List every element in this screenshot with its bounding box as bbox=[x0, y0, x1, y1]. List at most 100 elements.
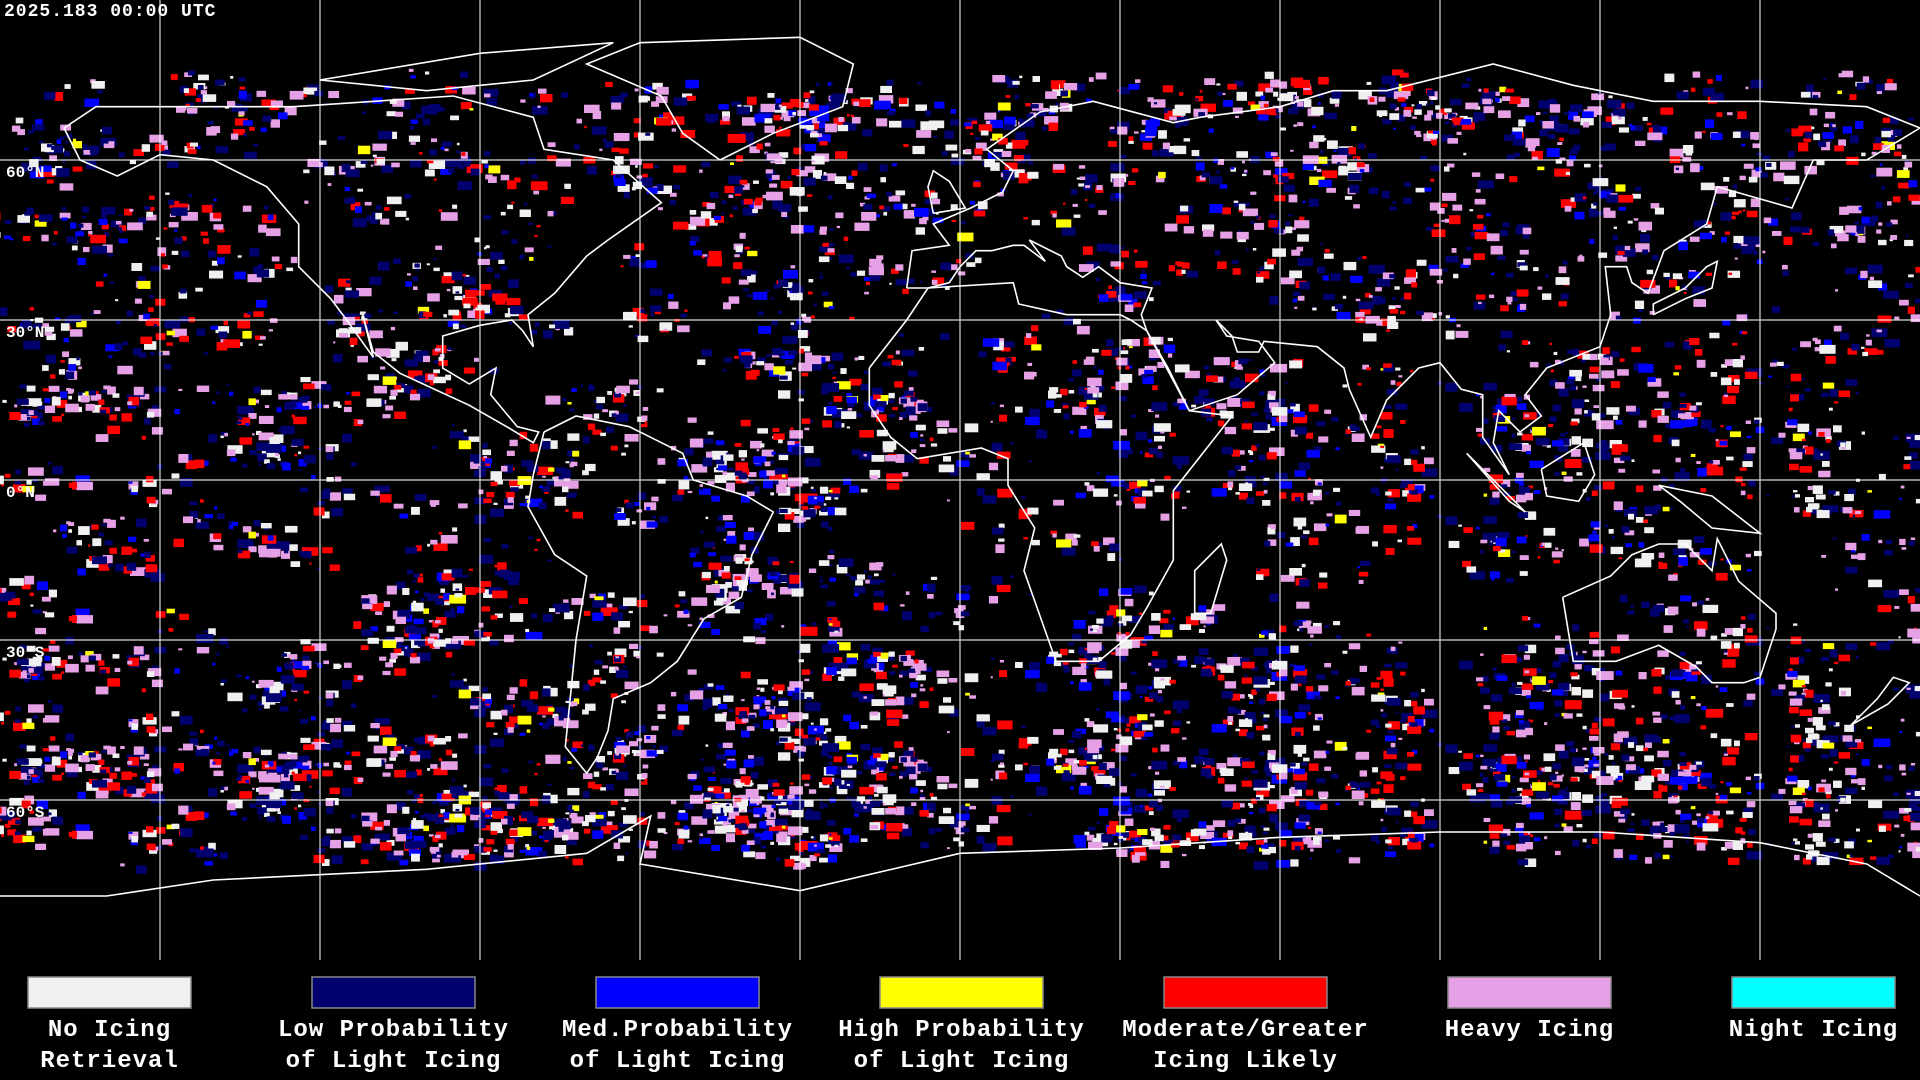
icing-pixel bbox=[1733, 199, 1746, 208]
icing-pixel bbox=[744, 363, 751, 368]
icing-pixel bbox=[826, 600, 836, 607]
icing-pixel bbox=[1416, 134, 1422, 138]
icing-pixel bbox=[699, 488, 711, 495]
icing-pixel bbox=[674, 604, 680, 608]
icing-pixel bbox=[589, 593, 596, 599]
icing-pixel bbox=[451, 423, 455, 427]
icing-pixel bbox=[1173, 485, 1182, 492]
icing-pixel bbox=[757, 311, 764, 316]
icing-pixel bbox=[1908, 540, 1915, 546]
icing-pixel bbox=[755, 197, 763, 202]
icing-pixel bbox=[970, 132, 974, 136]
icing-pixel bbox=[195, 98, 201, 102]
icing-pixel bbox=[755, 637, 766, 645]
icing-pixel bbox=[1051, 82, 1059, 90]
icing-pixel bbox=[462, 298, 478, 306]
icing-pixel bbox=[1368, 294, 1373, 298]
icing-pixel bbox=[832, 409, 849, 418]
icing-pixel bbox=[804, 702, 821, 712]
icing-pixel bbox=[1115, 381, 1129, 391]
icing-pixel bbox=[641, 423, 648, 428]
icing-pixel bbox=[1297, 258, 1313, 267]
icing-pixel bbox=[140, 336, 153, 344]
icing-pixel bbox=[463, 367, 476, 374]
icing-pixel bbox=[602, 409, 609, 413]
icing-pixel bbox=[1896, 144, 1902, 149]
icing-pixel bbox=[1549, 672, 1557, 679]
icing-pixel bbox=[772, 428, 780, 432]
icing-pixel bbox=[198, 74, 209, 81]
icing-pixel bbox=[689, 552, 696, 558]
icing-pixel bbox=[941, 151, 948, 156]
icing-pixel bbox=[915, 104, 927, 111]
icing-pixel bbox=[956, 593, 970, 601]
icing-pixel bbox=[321, 722, 331, 731]
icing-pixel bbox=[1113, 440, 1130, 450]
icing-pixel bbox=[1179, 401, 1188, 410]
icing-pixel bbox=[62, 533, 67, 538]
icing-pixel bbox=[258, 549, 274, 558]
icing-pixel bbox=[82, 206, 90, 213]
icing-pixel bbox=[423, 355, 431, 363]
icing-pixel bbox=[1715, 75, 1722, 81]
icing-pixel bbox=[1018, 173, 1032, 181]
icing-pixel bbox=[915, 227, 925, 235]
icing-pixel bbox=[656, 652, 664, 657]
icing-pixel bbox=[488, 176, 497, 183]
icing-pixel bbox=[1806, 506, 1813, 513]
icing-pixel bbox=[779, 508, 788, 513]
icing-pixel bbox=[1762, 250, 1766, 254]
icing-pixel bbox=[393, 385, 402, 390]
icing-pixel bbox=[1444, 166, 1450, 172]
icing-pixel bbox=[914, 207, 929, 217]
icing-pixel bbox=[982, 338, 1000, 347]
icing-pixel bbox=[780, 350, 795, 359]
icing-pixel bbox=[1788, 151, 1795, 158]
icing-pixel bbox=[1235, 709, 1242, 714]
icing-pixel bbox=[451, 568, 463, 578]
icing-pixel bbox=[605, 81, 613, 87]
icing-pixel bbox=[1109, 126, 1115, 131]
icing-pixel bbox=[481, 636, 490, 642]
icing-pixel bbox=[765, 706, 776, 715]
icing-pixel bbox=[1480, 395, 1484, 399]
icing-pixel bbox=[969, 454, 976, 458]
icing-pixel bbox=[1396, 114, 1406, 122]
icing-pixel bbox=[1570, 148, 1578, 155]
icing-pixel bbox=[65, 133, 73, 139]
icing-pixel bbox=[68, 482, 78, 488]
icing-pixel bbox=[446, 288, 451, 292]
icing-pixel bbox=[542, 486, 550, 492]
icing-pixel bbox=[394, 411, 406, 419]
icing-pixel bbox=[800, 626, 818, 636]
icing-pixel bbox=[1593, 485, 1602, 490]
icing-pixel bbox=[1673, 372, 1679, 376]
icing-pixel bbox=[1904, 161, 1913, 168]
icing-pixel bbox=[1021, 160, 1026, 163]
icing-pixel bbox=[1592, 530, 1597, 534]
icing-pixel bbox=[1072, 406, 1087, 415]
icing-pixel bbox=[172, 328, 187, 338]
icing-pixel bbox=[137, 280, 151, 289]
icing-pixel bbox=[260, 127, 267, 133]
icing-pixel bbox=[1915, 588, 1920, 593]
icing-pixel bbox=[1600, 696, 1607, 701]
icing-pixel bbox=[179, 335, 189, 342]
icing-pixel bbox=[1096, 618, 1104, 624]
icing-pixel bbox=[775, 98, 782, 104]
icing-pixel bbox=[1548, 98, 1557, 108]
icing-pixel bbox=[1221, 691, 1233, 699]
icing-pixel bbox=[604, 603, 613, 611]
icing-pixel bbox=[1135, 79, 1141, 83]
icing-pixel bbox=[409, 624, 414, 629]
icing-pixel bbox=[899, 411, 907, 418]
icing-pixel bbox=[1382, 272, 1394, 280]
icing-pixel bbox=[1802, 510, 1811, 517]
icing-pixel bbox=[499, 569, 509, 578]
icing-pixel bbox=[821, 521, 829, 528]
icing-pixel bbox=[1904, 239, 1914, 247]
icing-pixel bbox=[204, 514, 213, 519]
icing-pixel bbox=[1602, 357, 1609, 362]
icing-pixel bbox=[249, 694, 257, 700]
